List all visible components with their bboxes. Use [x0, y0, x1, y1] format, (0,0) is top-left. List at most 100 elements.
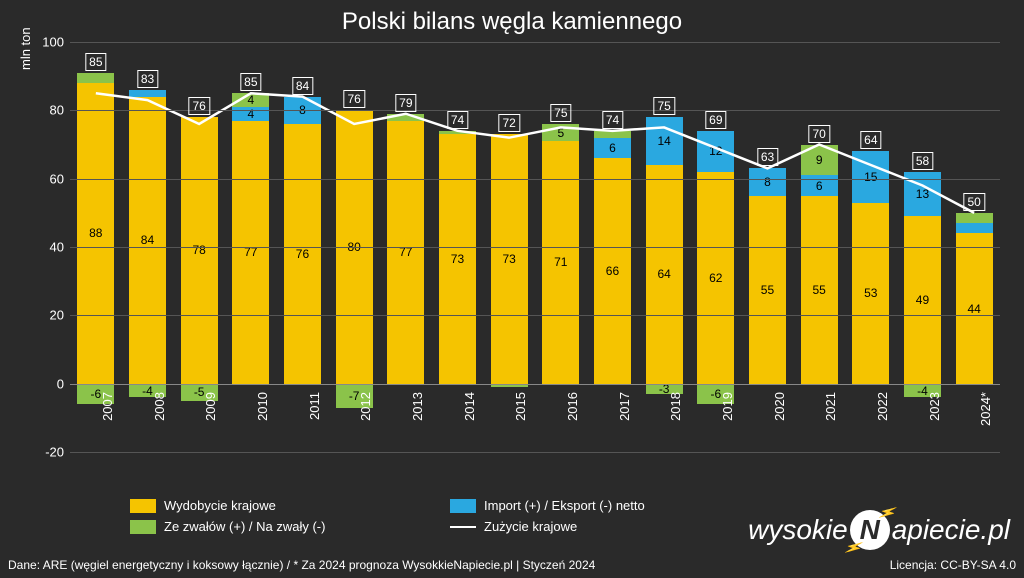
- total-label: 72: [498, 114, 519, 132]
- legend-swatch: [450, 499, 476, 513]
- bar-segment: [387, 114, 424, 121]
- bar-value-label: 4: [232, 93, 269, 107]
- gridline: [70, 42, 1000, 43]
- bar-value-label: 6: [594, 141, 631, 155]
- x-tick-label: 2015: [513, 392, 528, 421]
- bar-value-label: 6: [801, 179, 838, 193]
- bar-value-label: 78: [181, 243, 218, 257]
- bar-segment: [956, 223, 993, 233]
- bar-segment: [956, 213, 993, 223]
- bar-segment: [77, 73, 114, 83]
- bar-value-label: 55: [749, 283, 786, 297]
- total-label: 74: [447, 111, 468, 129]
- total-label: 76: [188, 97, 209, 115]
- x-tick-label: 2008: [152, 392, 167, 421]
- gridline: [70, 315, 1000, 316]
- legend-swatch: [130, 499, 156, 513]
- y-tick-label: 40: [32, 240, 64, 255]
- bar-value-label: 88: [77, 226, 114, 240]
- legend-item-wydobycie: Wydobycie krajowe: [130, 498, 390, 513]
- bar-value-label: 15: [852, 170, 889, 184]
- total-label: 50: [963, 193, 984, 211]
- bar-value-label: 49: [904, 293, 941, 307]
- total-label: 79: [395, 94, 416, 112]
- total-label: 85: [85, 53, 106, 71]
- legend-item-import: Import (+) / Eksport (-) netto: [450, 498, 710, 513]
- y-tick-label: 100: [32, 35, 64, 50]
- bar-value-label: 76: [284, 247, 321, 261]
- chart-title: Polski bilans węgla kamiennego: [0, 8, 1024, 36]
- x-tick-label: 2022: [875, 392, 890, 421]
- total-label: 69: [705, 111, 726, 129]
- logo-text-left: wysokie: [748, 514, 848, 546]
- x-tick-label: 2017: [617, 392, 632, 421]
- total-label: 58: [912, 152, 933, 170]
- total-label: 64: [860, 131, 881, 149]
- y-tick-label: 20: [32, 308, 64, 323]
- legend-label: Wydobycie krajowe: [164, 498, 276, 513]
- y-tick-label: -20: [32, 445, 64, 460]
- footer-source: Dane: ARE (węgiel energetyczny i koksowy…: [8, 558, 595, 572]
- y-tick-label: 80: [32, 103, 64, 118]
- bar-value-label: 9: [801, 153, 838, 167]
- bar-value-label: 55: [801, 283, 838, 297]
- bar-value-label: 73: [439, 252, 476, 266]
- legend-label: Zużycie krajowe: [484, 519, 577, 534]
- y-axis-label: mln ton: [18, 27, 33, 70]
- total-label: 75: [653, 97, 674, 115]
- bar-value-label: 8: [749, 175, 786, 189]
- bar-value-label: 66: [594, 264, 631, 278]
- total-label: 74: [602, 111, 623, 129]
- x-tick-label: 2020: [772, 392, 787, 421]
- bar-value-label: 12: [697, 144, 734, 158]
- bar-value-label: 53: [852, 286, 889, 300]
- bar-value-label: 64: [646, 267, 683, 281]
- gridline: [70, 452, 1000, 453]
- plot-area: 88-684-478-5774476880-77773737156666414-…: [70, 42, 1000, 452]
- bar-value-label: 5: [542, 126, 579, 140]
- legend-swatch-line: [450, 526, 476, 528]
- bar-value-label: 13: [904, 187, 941, 201]
- bar-value-label: 84: [129, 233, 166, 247]
- x-tick-label: 2024*: [978, 392, 993, 426]
- legend-label: Import (+) / Eksport (-) netto: [484, 498, 645, 513]
- x-tick-label: 2021: [823, 392, 838, 421]
- gridline: [70, 179, 1000, 180]
- logo-text-right: apiecie.pl: [892, 514, 1010, 546]
- x-tick-label: 2018: [668, 392, 683, 421]
- gridline: [70, 247, 1000, 248]
- total-label: 85: [240, 73, 261, 91]
- logo-badge: N ⚡ ⚡: [850, 510, 890, 550]
- total-label: 70: [808, 125, 829, 143]
- bar-segment: [594, 131, 631, 138]
- total-label: 76: [343, 90, 364, 108]
- bar-segment: [129, 90, 166, 97]
- footer-license: Licencja: CC-BY-SA 4.0: [890, 558, 1016, 572]
- y-tick-label: 0: [32, 376, 64, 391]
- legend-item-line: Zużycie krajowe: [450, 519, 710, 534]
- total-label: 63: [757, 148, 778, 166]
- y-tick-label: 60: [32, 171, 64, 186]
- bar-value-label: 73: [491, 252, 528, 266]
- bar-segment: [439, 131, 476, 134]
- x-tick-label: 2010: [255, 392, 270, 421]
- site-logo: wysokie N ⚡ ⚡ apiecie.pl: [748, 510, 1010, 550]
- x-tick-label: 2019: [720, 392, 735, 421]
- bar-value-label: 4: [232, 107, 269, 121]
- x-tick-label: 2007: [100, 392, 115, 421]
- legend-swatch: [130, 520, 156, 534]
- total-label: 75: [550, 104, 571, 122]
- x-tick-label: 2016: [565, 392, 580, 421]
- bar-value-label: 44: [956, 302, 993, 316]
- x-tick-label: 2009: [203, 392, 218, 421]
- x-tick-label: 2011: [307, 392, 322, 420]
- bar-value-label: 62: [697, 271, 734, 285]
- legend: Wydobycie krajowe Import (+) / Eksport (…: [130, 498, 710, 540]
- x-tick-label: 2023: [927, 392, 942, 421]
- gridline: [70, 384, 1000, 385]
- bar-value-label: 71: [542, 255, 579, 269]
- legend-label: Ze zwałów (+) / Na zwały (-): [164, 519, 325, 534]
- x-tick-label: 2013: [410, 392, 425, 421]
- total-label: 83: [137, 70, 158, 88]
- total-label: 84: [292, 77, 313, 95]
